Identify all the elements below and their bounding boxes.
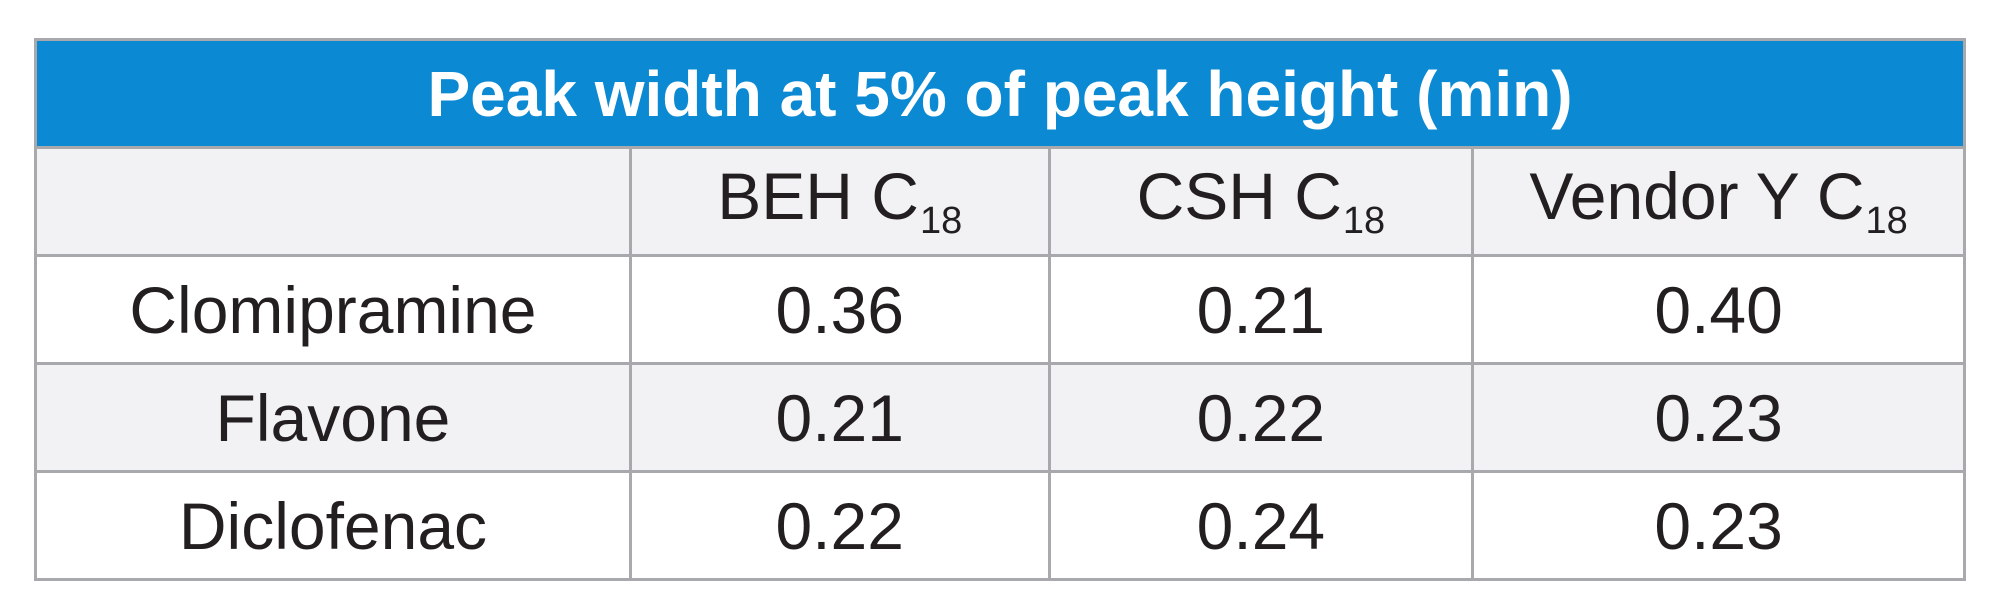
- row-label: Clomipramine: [34, 254, 632, 365]
- column-header-subscript: 18: [919, 200, 963, 242]
- table-row-flavone: Flavone 0.21 0.22 0.23: [34, 362, 1966, 473]
- table-cell: 0.36: [628, 254, 1051, 365]
- peak-width-table-container: Peak width at 5% of peak height (min) BE…: [34, 38, 1966, 581]
- table-title: Peak width at 5% of peak height (min): [34, 38, 1966, 149]
- table-cell: 0.22: [1047, 362, 1475, 473]
- column-header-text: Vendor Y C: [1529, 159, 1865, 233]
- row-label: Diclofenac: [34, 470, 632, 581]
- column-header-text: CSH C: [1136, 159, 1342, 233]
- row-label: Flavone: [34, 362, 632, 473]
- table-cell: 0.21: [1047, 254, 1475, 365]
- table-cell: 0.23: [1471, 362, 1966, 473]
- table-title-row: Peak width at 5% of peak height (min): [34, 38, 1966, 149]
- column-header-subscript: 18: [1865, 200, 1908, 242]
- column-header-subscript: 18: [1342, 200, 1386, 242]
- column-header-vendor-y-c18: Vendor Y C18: [1471, 146, 1966, 257]
- table-cell: 0.24: [1047, 470, 1475, 581]
- column-header-beh-c18: BEH C18: [628, 146, 1051, 257]
- table-row-diclofenac: Diclofenac 0.22 0.24 0.23: [34, 470, 1966, 581]
- table-cell: 0.22: [628, 470, 1051, 581]
- column-header-text: BEH C: [717, 159, 919, 233]
- peak-width-table: Peak width at 5% of peak height (min) BE…: [34, 38, 1966, 581]
- table-cell: 0.21: [628, 362, 1051, 473]
- table-cell: 0.40: [1471, 254, 1966, 365]
- column-header-csh-c18: CSH C18: [1047, 146, 1475, 257]
- table-cell: 0.23: [1471, 470, 1966, 581]
- column-header-row: BEH C18 CSH C18 Vendor Y C18: [34, 146, 1966, 257]
- table-row-clomipramine: Clomipramine 0.36 0.21 0.40: [34, 254, 1966, 365]
- empty-header-cell: [34, 146, 632, 257]
